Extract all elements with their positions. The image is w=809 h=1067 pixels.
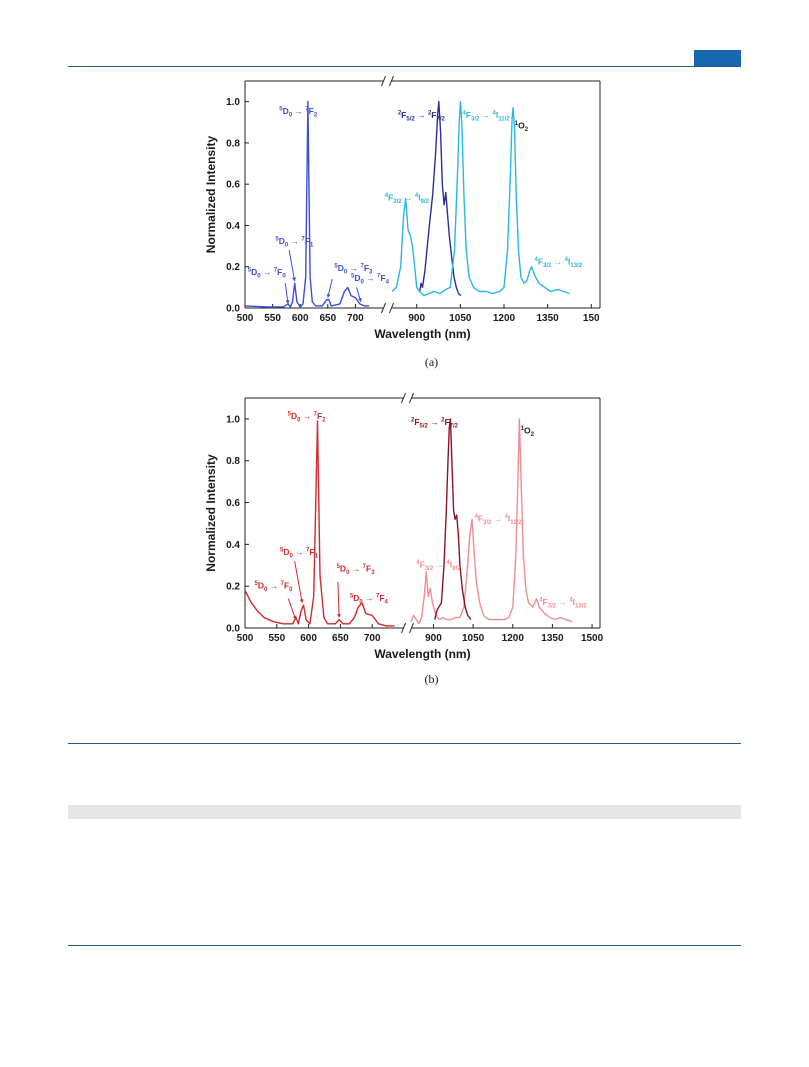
y-tick-label: 0.4 xyxy=(226,221,240,232)
transition-label: 4F3/2 → 4I11/2 xyxy=(462,110,510,123)
x-tick-label: 1350 xyxy=(537,313,560,324)
y-tick-label: 0.2 xyxy=(226,582,240,593)
axis-break-mark xyxy=(401,622,414,634)
x-tick-label: 550 xyxy=(268,633,285,644)
y-tick-label: 0.8 xyxy=(226,138,240,149)
transition-label: 5D0 → 7F0 xyxy=(255,580,294,593)
x-tick-label: 500 xyxy=(237,633,254,644)
annotation-arrow xyxy=(294,561,304,603)
figure-caption: (b) xyxy=(425,672,439,686)
y-axis-label: Normalized Intensity xyxy=(204,135,218,253)
x-tick-label: 900 xyxy=(425,633,442,644)
y-tick-label: 0.4 xyxy=(226,540,240,551)
transition-label: 5D0 → 7F1 xyxy=(275,236,314,249)
chart-a: 0.0 0.2 0.4 0.6 0.8 1.0 500 550 600 650 700 900 1050… xyxy=(204,75,601,369)
header-rule xyxy=(68,66,741,67)
transition-label: 5D0 → 7F2 xyxy=(288,411,327,424)
annotation-arrow xyxy=(288,250,296,282)
axis-break-mark xyxy=(381,75,394,87)
header-tab xyxy=(694,50,741,66)
y-tick-label: 1.0 xyxy=(226,97,240,108)
y-tick-label: 1.0 xyxy=(226,414,240,425)
x-tick-label: 600 xyxy=(300,633,317,644)
y-tick-label: 0.6 xyxy=(226,180,240,191)
transition-label: 5D0 → 7F4 xyxy=(350,593,389,606)
x-tick-label: 1200 xyxy=(502,633,525,644)
annotation-arrow xyxy=(356,287,362,302)
section-rule-bottom xyxy=(68,945,741,946)
x-tick-label: 1050 xyxy=(462,633,485,644)
transition-label: 5D0 → 7F0 xyxy=(248,267,287,280)
x-tick-label: 650 xyxy=(319,313,336,324)
series-line-3 xyxy=(391,100,570,297)
x-tick-label: 600 xyxy=(292,313,309,324)
annotation-arrow xyxy=(337,581,341,618)
axis-break-mark xyxy=(401,392,414,404)
y-tick-label: 0.2 xyxy=(226,262,240,273)
y-tick-label: 0.0 xyxy=(226,624,240,635)
transition-label: 4F3/2 → 4I9/2 xyxy=(385,193,430,206)
gray-band xyxy=(68,805,741,819)
transition-label: 1O2 xyxy=(521,426,535,439)
annotation-arrow xyxy=(284,283,290,304)
y-axis-label: Normalized Intensity xyxy=(204,454,218,572)
x-tick-label: 1500 xyxy=(581,633,604,644)
x-tick-label: 700 xyxy=(364,633,381,644)
series-line-1 xyxy=(244,100,370,308)
transition-label: 4F3/2 → 4I13/2 xyxy=(539,597,587,610)
y-tick-label: 0.6 xyxy=(226,498,240,509)
section-rule-top xyxy=(68,743,741,744)
x-tick-label: 1200 xyxy=(493,313,516,324)
x-tick-label: 1350 xyxy=(541,633,564,644)
chart-b: 0.0 0.2 0.4 0.6 0.8 1.0 500 550 600 650 700 900 1050… xyxy=(204,392,604,686)
transition-label: 1O2 xyxy=(515,120,529,133)
transition-label: 2F5/2 → 2F7/2 xyxy=(398,110,446,123)
x-tick-label: 700 xyxy=(347,313,364,324)
x-tick-label: 650 xyxy=(332,633,349,644)
x-tick-label: 150 xyxy=(583,313,600,324)
transition-label: 4F3/2 → 4I13/2 xyxy=(535,257,583,270)
figure-caption: (a) xyxy=(425,355,438,369)
y-tick-label: 0.0 xyxy=(226,304,240,315)
transition-label: 5D0 → 7F1 xyxy=(280,547,319,560)
transition-label: 4F3/2 → 4I11/2 xyxy=(474,513,522,526)
x-axis-label: Wavelength (nm) xyxy=(374,327,470,341)
annotation-arrow xyxy=(287,598,297,620)
x-tick-label: 550 xyxy=(264,313,281,324)
x-tick-label: 1050 xyxy=(449,313,472,324)
x-tick-label: 500 xyxy=(237,313,254,324)
annotation-arrow xyxy=(326,278,333,298)
transition-label: 5D0 → 7F3 xyxy=(337,564,376,577)
series-line-2 xyxy=(410,418,573,625)
transition-label: 5D0 → 7F3 xyxy=(334,263,373,276)
transition-label: 4F3/2 → 4I9/2 xyxy=(416,559,461,572)
y-tick-label: 0.8 xyxy=(226,456,240,467)
transition-label: 5D0 → 7F2 xyxy=(279,106,318,119)
series-line-3 xyxy=(434,418,472,621)
x-tick-label: 900 xyxy=(408,313,425,324)
transition-label: 2F5/2 → 2F7/2 xyxy=(411,417,459,430)
x-axis-label: Wavelength (nm) xyxy=(374,647,470,661)
transition-label: 5D0 → 7F4 xyxy=(351,273,390,286)
axes: 0.0 0.2 0.4 0.6 0.8 1.0 500 550 600 650 700 900 1050… xyxy=(204,392,604,661)
axis-break-mark xyxy=(381,302,394,314)
axes: 0.0 0.2 0.4 0.6 0.8 1.0 500 550 600 650 700 900 1050… xyxy=(204,75,601,341)
series-line-1 xyxy=(244,420,395,627)
series-line-2 xyxy=(418,100,462,297)
